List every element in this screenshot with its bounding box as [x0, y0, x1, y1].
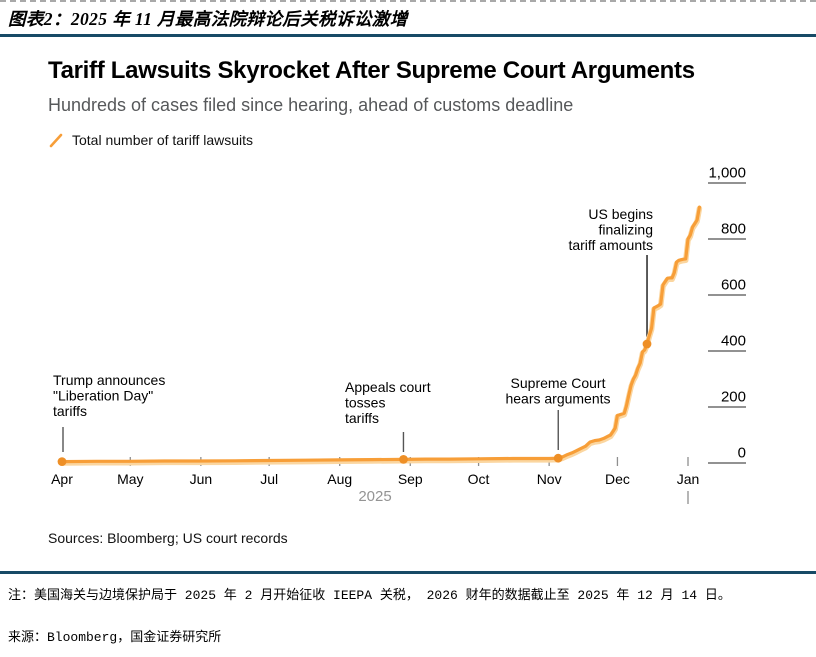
data-point-marker — [399, 455, 408, 464]
annotation-label: Appeals court — [345, 379, 431, 395]
source-line: 来源：Bloomberg，国金证券研究所 — [8, 630, 222, 645]
x-tick-label: Oct — [468, 471, 490, 487]
series-line — [60, 205, 702, 464]
x-tick-label: Dec — [605, 471, 630, 487]
legend-label: Total number of tariff lawsuits — [72, 132, 254, 148]
x-tick-label: Nov — [537, 471, 562, 487]
x-tick-label: Aug — [327, 471, 352, 487]
annotation-label: finalizing — [599, 222, 653, 238]
y-tick-label: 800 — [721, 221, 746, 238]
y-tick-label: 400 — [721, 333, 746, 350]
annotation-label: hears arguments — [505, 391, 610, 407]
footnote: 注：美国海关与边境保护局于 2025 年 2 月开始征收 IEEPA 关税， 2… — [8, 588, 731, 603]
line-series-icon — [49, 133, 63, 147]
footer-rule — [0, 571, 816, 574]
legend: Total number of tariff lawsuits — [49, 132, 253, 148]
annotation-label: "Liberation Day" — [53, 388, 153, 404]
x-tick-label: Apr — [51, 471, 73, 487]
y-tick-label: 0 — [738, 445, 746, 462]
data-point-marker — [57, 457, 67, 466]
annotation-label: US begins — [588, 206, 653, 222]
header-rule — [0, 34, 816, 37]
chart-title: Tariff Lawsuits Skyrocket After Supreme … — [48, 57, 695, 84]
annotation-label: tosses — [345, 395, 385, 411]
annotation-label: tariffs — [53, 403, 87, 419]
x-tick-label: Jan — [677, 471, 700, 487]
data-point-marker — [553, 453, 563, 463]
data-point-marker — [642, 339, 652, 349]
chart-subtitle: Hundreds of cases filed since hearing, a… — [48, 95, 574, 115]
annotation-label: Trump announces — [53, 372, 165, 388]
x-tick-label: May — [117, 471, 143, 487]
y-tick-label: 1,000 — [708, 165, 746, 182]
x-tick-label: Sep — [398, 471, 423, 487]
x-tick-label: Jul — [260, 471, 278, 487]
annotation-label: tariff amounts — [568, 237, 653, 253]
annotation-label: Supreme Court — [511, 375, 606, 391]
x-tick-label: Jun — [190, 471, 213, 487]
top-dashed-divider — [0, 0, 816, 2]
annotation-label: tariffs — [345, 410, 379, 426]
sources-note: Sources: Bloomberg; US court records — [48, 530, 288, 546]
y-tick-label: 600 — [721, 277, 746, 294]
y-tick-label: 200 — [721, 389, 746, 406]
figure-caption: 图表2：2025 年 11 月最高法院辩论后关税诉讼激增 — [8, 9, 408, 29]
x-axis-year-label: 2025 — [358, 488, 391, 505]
